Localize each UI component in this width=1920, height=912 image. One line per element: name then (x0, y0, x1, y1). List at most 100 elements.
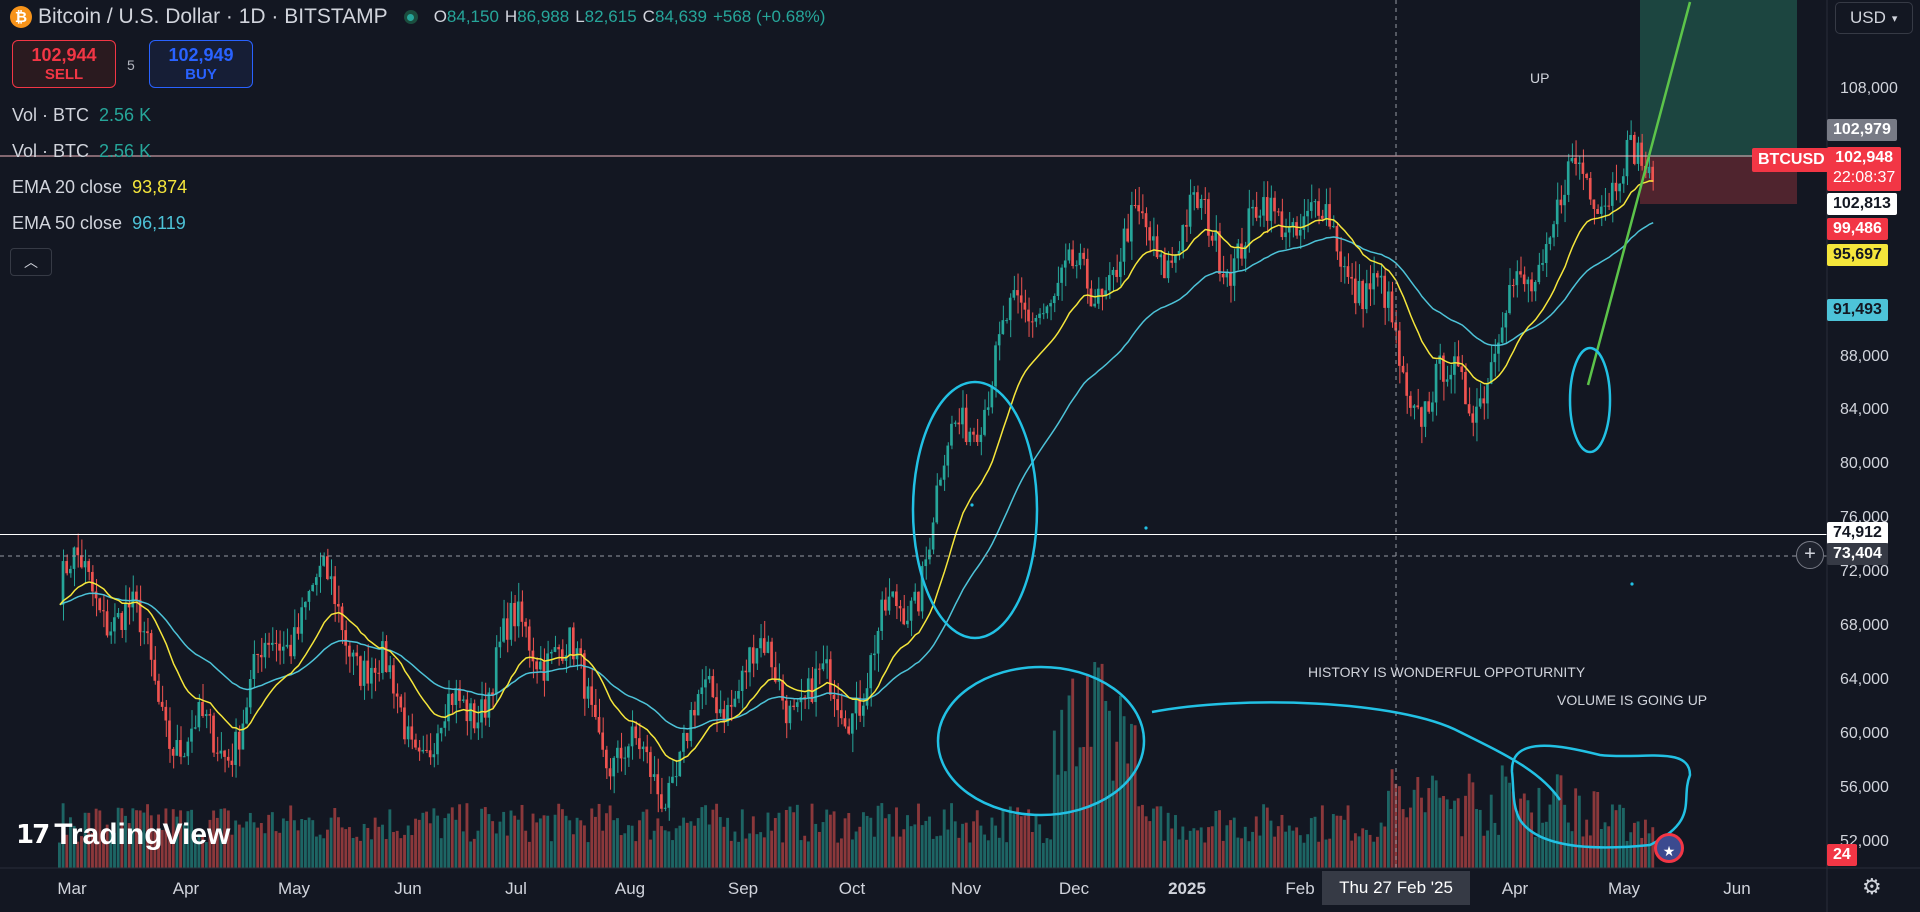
volume-bar (1482, 835, 1486, 868)
candle-body (953, 422, 957, 424)
volume-bar (516, 819, 520, 868)
volume-bar (1074, 766, 1078, 868)
candle-body (1229, 272, 1232, 286)
candle-body (693, 710, 696, 716)
candle-body (502, 618, 505, 642)
volume-bar (1247, 841, 1251, 868)
volume-bar (1335, 815, 1339, 868)
circle-drawing-volume-up (1510, 744, 1692, 849)
candle-body (766, 641, 770, 653)
time-label: Dec (1058, 879, 1090, 898)
legend-ema-50[interactable]: EMA 50 close 96,119 (12, 213, 186, 233)
candle-body (946, 445, 950, 466)
candle-body (656, 774, 660, 795)
volume-bar (421, 812, 425, 868)
legend-collapse-button[interactable]: ︿ (10, 248, 52, 276)
candle-body (436, 733, 439, 755)
volume-bar (1038, 824, 1042, 868)
volume-bar (535, 822, 539, 868)
candle-body (135, 591, 138, 600)
candle-body (1610, 182, 1614, 206)
candle-body (1596, 209, 1599, 214)
volume-bar (1122, 716, 1126, 868)
volume-bar (1185, 839, 1188, 868)
symbol-header[interactable]: ₿ Bitcoin / U.S. Dollar · 1D · BITSTAMP … (10, 4, 831, 30)
candle-body (1449, 374, 1453, 380)
legend-ema-20[interactable]: EMA 20 close 93,874 (12, 177, 188, 197)
settings-gear-icon[interactable]: ⚙ (1862, 875, 1882, 900)
volume-bar (1574, 788, 1578, 868)
time-label: Feb (1285, 879, 1315, 898)
candle-body (72, 547, 76, 569)
candle-body (1045, 306, 1049, 314)
symbol-title[interactable]: Bitcoin / U.S. Dollar · 1D · BITSTAMP (38, 5, 388, 28)
volume-bar (1170, 828, 1174, 868)
tradingview-logo[interactable]: 17 TradingView (16, 818, 231, 851)
volume-bar (91, 833, 94, 868)
candle-body (1163, 254, 1166, 279)
volume-bar (1471, 782, 1475, 868)
volume-bar (575, 817, 579, 868)
volume-bar (267, 814, 271, 868)
sell-button[interactable]: 102,944 SELL (12, 40, 116, 88)
candle-body (968, 431, 972, 443)
candle-body (359, 656, 362, 686)
candle-body (535, 661, 538, 670)
buy-button[interactable]: 102,949 BUY (149, 40, 253, 88)
volume-bar (1052, 730, 1056, 868)
volume-bar (792, 812, 796, 868)
candle-body (1063, 260, 1067, 268)
candle-body (322, 556, 326, 566)
volume-bar (1218, 810, 1221, 868)
annotation-history[interactable]: HISTORY IS WONDERFUL OPPOTURNITY (1308, 664, 1586, 680)
candle-body (1258, 215, 1262, 218)
candle-body (498, 641, 502, 648)
volume-bar (700, 807, 704, 868)
support-price-label: 74,912 (1827, 522, 1888, 544)
volume-bar (1401, 809, 1405, 868)
volume-bar (1203, 842, 1207, 868)
us-flag-icon[interactable]: ★ (1654, 833, 1684, 863)
volume-bar (447, 813, 451, 868)
candle-body (406, 726, 410, 740)
candle-body (601, 732, 605, 750)
candle-body (781, 680, 784, 701)
volume-bar (1585, 819, 1589, 868)
candle-body (821, 663, 825, 670)
candle-body (847, 726, 850, 734)
candle-body (311, 584, 314, 592)
volume-bar (990, 817, 994, 868)
legend-volume-1[interactable]: Vol · BTC 2.56 K (12, 105, 152, 125)
candle-body (355, 652, 359, 657)
candle-body (76, 547, 80, 556)
candle-body (1383, 275, 1386, 308)
volume-bar (1508, 782, 1512, 868)
annotation-up[interactable]: UP (1530, 70, 1550, 86)
candle-body (979, 434, 983, 443)
candle-body (212, 715, 215, 753)
volume-bar (1049, 839, 1053, 868)
candle-body (124, 602, 127, 630)
candle-body (1548, 237, 1552, 245)
candle-body (1331, 226, 1335, 228)
bitcoin-icon: ₿ (10, 6, 32, 28)
candle-body (1328, 204, 1331, 227)
candle-body (1225, 272, 1229, 278)
candle-body (1651, 166, 1654, 182)
volume-bar (898, 836, 902, 868)
volume-bar (1372, 841, 1376, 868)
candle-body (439, 727, 443, 734)
add-alert-button[interactable]: + (1796, 541, 1824, 569)
volume-bar (538, 818, 542, 868)
circle-drawing-volume (936, 665, 1146, 817)
volume-bar (795, 804, 799, 868)
candle-body (1379, 275, 1383, 278)
legend-volume-2[interactable]: Vol · BTC 2.56 K (12, 141, 152, 161)
volume-bar (906, 815, 909, 868)
annotation-volume[interactable]: VOLUME IS GOING UP (1557, 692, 1708, 708)
candle-body (696, 694, 700, 716)
currency-select[interactable]: USD ▾ (1835, 2, 1913, 34)
candle-body (1181, 225, 1185, 251)
candle-body (1144, 213, 1148, 228)
